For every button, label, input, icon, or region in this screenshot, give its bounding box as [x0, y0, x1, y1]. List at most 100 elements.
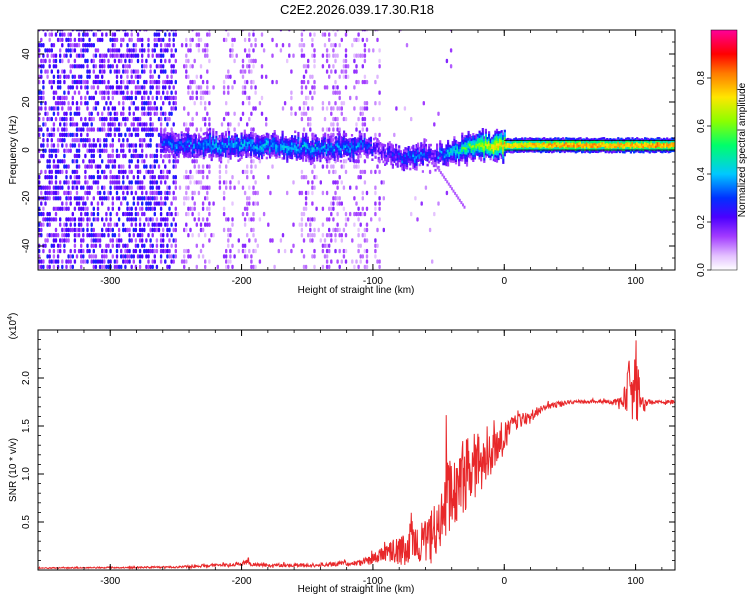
heatmap-cell: [222, 85, 226, 90]
heatmap-cell: [111, 90, 114, 95]
heatmap-cell: [405, 43, 409, 48]
heatmap-ridge-cell: [302, 149, 305, 153]
heatmap-cell: [94, 101, 98, 106]
heatmap-ridge-cell: [510, 143, 513, 147]
heatmap-cell: [328, 37, 331, 43]
heatmap-cell: [101, 122, 104, 127]
heatmap-cell: [117, 217, 121, 222]
heatmap-cell: [172, 101, 175, 106]
heatmap-ridge-cell: [439, 159, 442, 162]
heatmap-cell: [208, 101, 211, 106]
heatmap-ridge-cell: [358, 135, 361, 138]
heatmap-cell: [197, 164, 201, 169]
heatmap-cell: [120, 169, 123, 175]
heatmap-ridge-cell: [253, 151, 256, 155]
heatmap-ridge-cell: [161, 138, 164, 142]
heatmap-ridge-cell: [428, 151, 431, 154]
heatmap-ridge-cell: [314, 148, 317, 152]
heatmap-cell: [65, 111, 68, 116]
heatmap-ridge-cell: [436, 145, 439, 149]
heatmap-ridge-cell: [198, 151, 201, 154]
heatmap-ridge-cell: [275, 141, 278, 145]
heatmap-cell: [254, 90, 257, 95]
heatmap-ridge-cell: [281, 130, 284, 134]
heatmap-ridge-cell: [393, 153, 396, 156]
heatmap-ridge-cell: [347, 143, 350, 146]
heatmap-ridge-cell: [185, 138, 188, 141]
heatmap-cell: [82, 254, 85, 259]
heatmap-cell: [374, 101, 377, 106]
heatmap-ridge-cell: [478, 137, 481, 141]
heatmap-ridge-cell: [169, 142, 172, 145]
heatmap-ridge-cell: [239, 148, 242, 152]
heatmap-cell: [59, 185, 62, 190]
heatmap-cell: [111, 153, 114, 159]
heatmap-ridge-cell: [486, 136, 489, 140]
heatmap-ridge-cell: [316, 149, 319, 152]
heatmap-cell: [113, 48, 117, 53]
heatmap-ridge-cell: [429, 148, 432, 152]
heatmap-ridge-cell: [218, 159, 221, 162]
heatmap-ridge-cell: [475, 148, 478, 151]
heatmap-ridge-cell: [371, 146, 374, 149]
heatmap-ridge-cell: [319, 157, 322, 160]
heatmap-cell: [84, 58, 87, 64]
heatmap-ridge-cell: [317, 145, 320, 148]
heatmap-cell: [69, 175, 72, 180]
heatmap-cell: [75, 85, 79, 90]
heatmap-cell: [94, 32, 98, 37]
heatmap-cell: [342, 58, 346, 64]
heatmap-cell: [113, 164, 117, 169]
heatmap-ridge-cell: [182, 149, 185, 153]
heatmap-ridge-cell: [544, 143, 547, 146]
heatmap-ridge-cell: [390, 162, 393, 166]
heatmap-ridge-cell: [357, 142, 360, 145]
heatmap-cell: [208, 164, 211, 169]
heatmap-ridge-cell: [577, 149, 580, 153]
heatmap-ridge-cell: [327, 138, 330, 142]
heatmap-ridge-cell: [333, 158, 336, 161]
heatmap-cell: [201, 243, 205, 248]
heatmap-ridge-cell: [234, 149, 237, 153]
heatmap-cell: [141, 159, 144, 164]
heatmap-cell: [107, 95, 110, 101]
heatmap-cell: [258, 101, 262, 106]
heatmap-cell: [162, 243, 165, 248]
heatmap-ridge-cell: [472, 159, 475, 162]
heatmap-cell: [143, 175, 146, 180]
heatmap-ridge-cell: [268, 146, 272, 149]
heatmap-ridge-cell: [314, 134, 317, 137]
heatmap-cell: [172, 30, 175, 32]
heatmap-ridge-cell: [327, 155, 330, 158]
heatmap-ridge-cell: [527, 145, 530, 148]
heatmap-cell: [155, 95, 159, 101]
heatmap-cell: [109, 227, 112, 233]
heatmap-ridge-cell: [382, 160, 385, 164]
heatmap-cell: [73, 122, 77, 127]
heatmap-ridge-cell: [284, 148, 287, 151]
heatmap-ridge-cell: [201, 137, 204, 141]
heatmap-cell: [225, 164, 228, 169]
heatmap-ridge-cell: [514, 144, 517, 148]
heatmap-ridge-cell: [273, 146, 276, 150]
heatmap-cell: [69, 64, 72, 69]
heatmap-cell: [153, 58, 156, 64]
heatmap-cell: [189, 122, 192, 127]
heatmap-ridge-cell: [488, 145, 491, 149]
heatmap-cell: [231, 222, 234, 227]
heatmap-ridge-cell: [421, 148, 424, 152]
heatmap-cell: [157, 64, 161, 69]
heatmap-ridge-cell: [420, 159, 423, 162]
heatmap-cell: [174, 227, 177, 233]
heatmap-ridge-cell: [294, 140, 297, 143]
heatmap-cell: [183, 106, 186, 111]
heatmap-cell: [42, 222, 45, 227]
heatmap-cell: [355, 37, 358, 43]
heatmap-cell: [265, 122, 268, 127]
heatmap-cell: [279, 48, 283, 53]
heatmap-cell: [40, 64, 43, 69]
heatmap-ridge-cell: [177, 152, 180, 156]
heatmap-cell: [136, 169, 140, 175]
heatmap-ridge-cell: [251, 146, 254, 149]
heatmap-ridge-cell: [543, 146, 546, 150]
